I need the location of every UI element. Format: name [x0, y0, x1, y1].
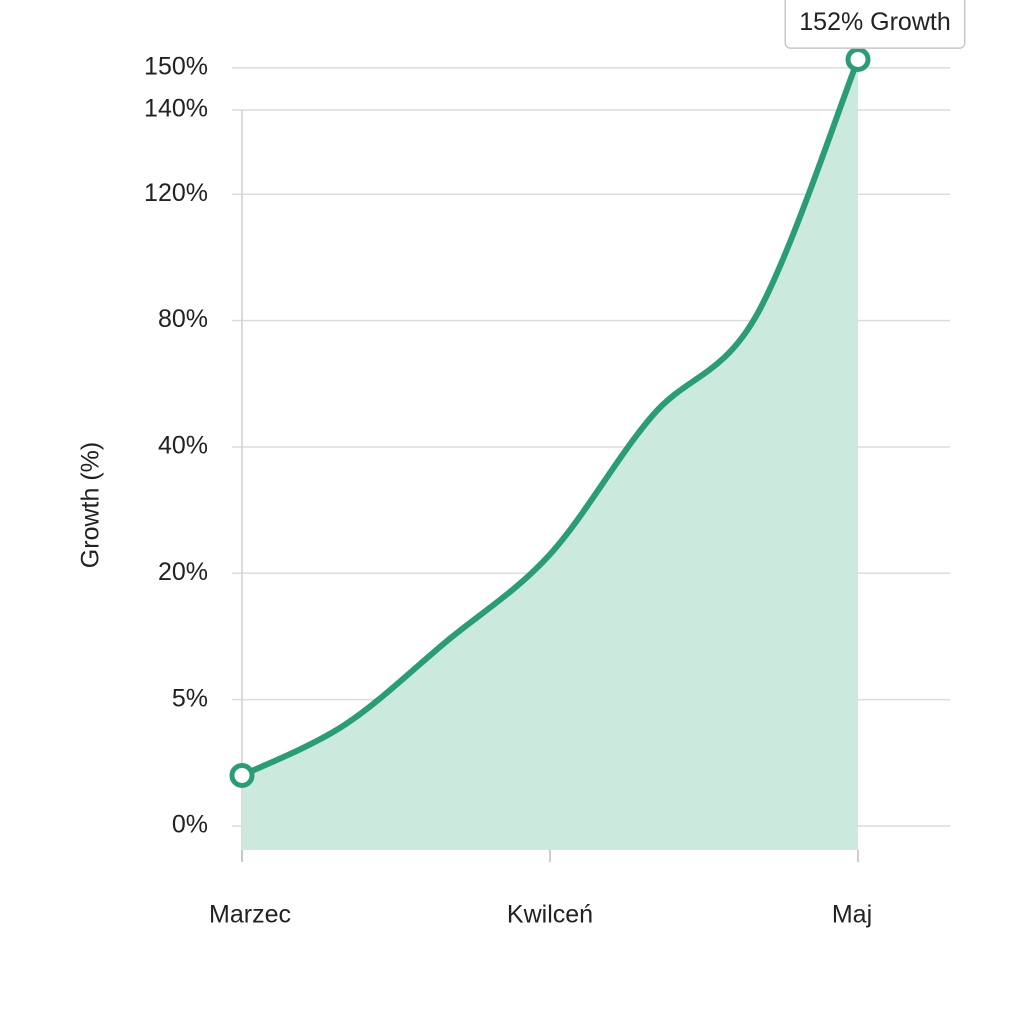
x-tick-label: Maj: [832, 901, 872, 929]
y-tick-label: 150%: [144, 52, 208, 80]
y-tick-label: 80%: [158, 305, 208, 333]
y-tick-label: 20%: [158, 558, 208, 586]
point-marker: [229, 762, 255, 788]
y-tick-label: 120%: [144, 179, 208, 207]
point-marker: [845, 46, 871, 72]
y-axis-label: Growth (%): [77, 442, 105, 568]
value-callout: 152% Growth: [784, 0, 966, 49]
area-fill: [242, 59, 858, 851]
callout-box: [784, 0, 966, 49]
y-tick-label: 5%: [172, 684, 208, 712]
area-line: [239, 56, 861, 779]
value-label: 152% Growth: [799, 8, 950, 36]
x-tick-label: Marzec: [209, 901, 291, 929]
x-tick-label: Kwilceń: [507, 901, 593, 929]
y-tick-label: 0%: [172, 811, 208, 839]
y-tick-label: 140%: [144, 95, 208, 123]
y-tick-label: 40%: [158, 432, 208, 460]
